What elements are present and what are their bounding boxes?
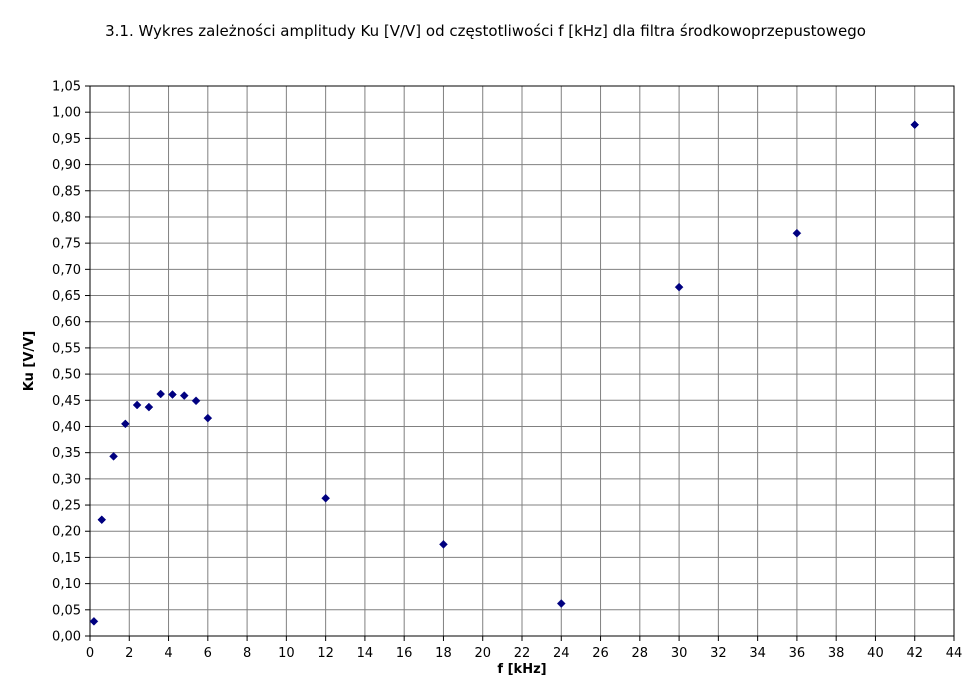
x-tick-label: 6 — [204, 646, 212, 661]
data-point — [97, 515, 107, 525]
x-tick-label: 38 — [828, 646, 845, 661]
y-tick-label: 0,60 — [52, 315, 81, 330]
grid — [85, 85, 955, 641]
x-tick-label: 8 — [243, 646, 251, 661]
data-point — [556, 599, 566, 608]
data-point — [321, 493, 330, 503]
y-tick-labels: 0,00 0,05 0,10 0,15 0,20 0,25 0,30 0,35 0,40 0,45… — [52, 80, 81, 645]
y-tick-label: 0,55 — [52, 341, 81, 356]
x-tick-label: 2 — [125, 646, 133, 661]
y-tick-label: 1,00 — [52, 106, 81, 121]
data-points — [89, 120, 920, 626]
x-tick-label: 10 — [278, 646, 295, 661]
y-tick-label: 0,00 — [52, 630, 81, 645]
y-tick-label: 0,90 — [52, 158, 81, 173]
data-point — [156, 389, 166, 399]
x-tick-label: 4 — [164, 646, 172, 661]
data-point — [792, 228, 802, 238]
data-point — [674, 282, 684, 292]
y-tick-label: 0,45 — [52, 394, 81, 409]
y-tick-label: 0,95 — [52, 132, 81, 147]
y-tick-label: 0,30 — [52, 472, 81, 487]
x-axis-label: f [kHz] — [497, 662, 546, 677]
y-tick-label: 0,85 — [52, 184, 81, 199]
plot-border — [89, 85, 955, 637]
y-tick-label: 0,40 — [52, 420, 81, 435]
x-tick-label: 42 — [906, 646, 923, 661]
x-tick-label: 20 — [474, 646, 491, 661]
x-tick-label: 16 — [396, 646, 413, 661]
x-tick-label: 12 — [317, 646, 334, 661]
x-tick-label: 0 — [86, 646, 94, 661]
x-tick-label: 40 — [867, 646, 884, 661]
y-tick-label: 0,70 — [52, 263, 81, 278]
y-tick-label: 0,25 — [52, 499, 81, 514]
y-tick-label: 0,65 — [52, 289, 81, 304]
x-tick-labels: 0 2 4 6 8 10 12 14 16 18 20 22 24 26 28 30 32 34 36 38 40 42 4… — [86, 646, 962, 661]
data-point — [439, 539, 448, 549]
data-point — [191, 396, 201, 406]
data-point — [109, 451, 118, 461]
x-tick-label: 34 — [749, 646, 766, 661]
data-point — [203, 413, 213, 423]
y-tick-label: 0,15 — [52, 551, 81, 566]
x-tick-label: 32 — [710, 646, 727, 661]
y-tick-label: 0,35 — [52, 446, 81, 461]
data-point — [89, 616, 99, 626]
y-axis-label: Ku [V/V] — [22, 331, 37, 391]
chart-title: 3.1. Wykres zależności amplitudy Ku [V/V… — [105, 22, 866, 40]
y-tick-label: 0,80 — [52, 210, 81, 225]
data-point — [179, 391, 189, 400]
y-tick-label: 0,20 — [52, 525, 81, 540]
y-tick-label: 0,05 — [52, 603, 81, 618]
data-point — [132, 400, 142, 410]
x-tick-label: 14 — [357, 646, 374, 661]
x-tick-label: 22 — [514, 646, 531, 661]
data-point — [910, 120, 920, 130]
x-tick-label: 30 — [671, 646, 688, 661]
x-tick-label: 36 — [789, 646, 806, 661]
data-point — [120, 419, 130, 429]
y-tick-label: 0,50 — [52, 368, 81, 383]
x-tick-label: 26 — [592, 646, 609, 661]
x-tick-label: 18 — [435, 646, 452, 661]
data-point — [144, 402, 154, 412]
x-tick-label: 28 — [632, 646, 649, 661]
x-tick-label: 44 — [946, 646, 963, 661]
y-tick-label: 0,75 — [52, 237, 81, 252]
y-tick-label: 1,05 — [52, 80, 81, 95]
x-tick-label: 24 — [553, 646, 570, 661]
y-tick-label: 0,10 — [52, 577, 81, 592]
data-point — [168, 390, 177, 399]
